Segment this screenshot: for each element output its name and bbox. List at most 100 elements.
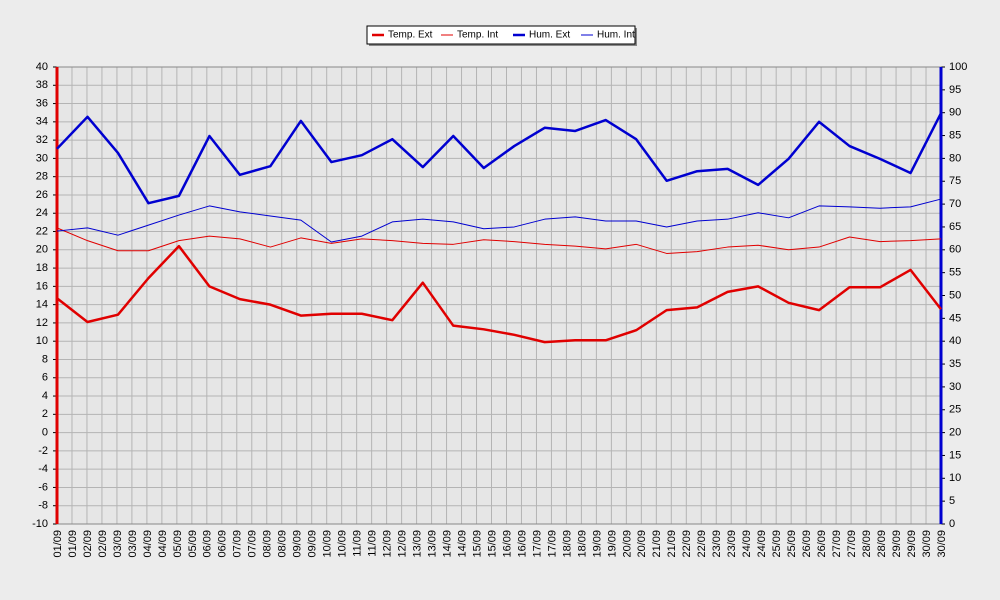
y-tick-label: 16 xyxy=(36,280,48,292)
x-tick-label: 20/09 xyxy=(621,530,633,558)
x-tick-label: 11/09 xyxy=(352,530,364,557)
x-tick-label: 05/09 xyxy=(172,530,184,558)
y2-tick-label: 45 xyxy=(949,312,961,324)
x-tick-label: 29/09 xyxy=(906,530,918,558)
x-tick-label: 15/09 xyxy=(486,530,498,558)
x-tick-label: 21/09 xyxy=(666,530,678,558)
x-tick-label: 19/09 xyxy=(606,530,618,558)
x-tick-label: 24/09 xyxy=(756,530,768,558)
x-tick-label: 14/09 xyxy=(456,530,468,558)
y2-tick-label: 65 xyxy=(949,221,961,233)
x-tick-label: 26/09 xyxy=(801,530,813,558)
legend-label: Hum. Int xyxy=(597,30,635,41)
x-tick-label: 07/09 xyxy=(247,530,259,558)
x-tick-label: 09/09 xyxy=(307,530,319,558)
y2-tick-label: 15 xyxy=(949,449,961,461)
x-tick-label: 17/09 xyxy=(546,530,558,558)
y-tick-label: 14 xyxy=(36,299,48,311)
y2-tick-label: 20 xyxy=(949,427,961,439)
x-tick-label: 27/09 xyxy=(831,530,843,558)
x-tick-label: 23/09 xyxy=(726,530,738,558)
line-series xyxy=(56,244,942,344)
y-tick-label: 34 xyxy=(36,116,48,128)
x-tick-label: 08/09 xyxy=(277,530,289,558)
y-tick-label: -10 xyxy=(32,518,48,530)
line-series xyxy=(56,227,942,254)
x-tick-label: 09/09 xyxy=(292,530,304,558)
y-tick-label: 36 xyxy=(36,97,48,109)
y2-tick-label: 10 xyxy=(949,472,961,484)
y2-tick-label: 60 xyxy=(949,244,961,256)
x-tick-label: 01/09 xyxy=(52,530,64,558)
legend-label: Temp. Int xyxy=(457,30,498,41)
y2-tick-label: 35 xyxy=(949,358,961,370)
x-tick-label: 22/09 xyxy=(696,530,708,558)
x-tick-label: 03/09 xyxy=(112,530,124,558)
y-tick-label: -2 xyxy=(38,445,48,457)
x-tick-label: 01/09 xyxy=(67,530,79,558)
x-tick-label: 02/09 xyxy=(82,530,94,558)
y2-tick-label: 85 xyxy=(949,129,961,141)
x-tick-label: 22/09 xyxy=(681,530,693,558)
y-tick-label: 10 xyxy=(36,335,48,347)
y-tick-label: 32 xyxy=(36,134,48,146)
y2-tick-label: 95 xyxy=(949,84,961,96)
x-tick-label: 28/09 xyxy=(876,530,888,558)
y-tick-label: 22 xyxy=(36,225,48,237)
x-tick-label: 30/09 xyxy=(921,530,933,558)
x-tick-label: 14/09 xyxy=(441,530,453,558)
x-tick-label: 10/09 xyxy=(322,530,334,558)
x-tick-label: 08/09 xyxy=(262,530,274,558)
y2-tick-label: 0 xyxy=(949,518,955,530)
x-tick-label: 13/09 xyxy=(426,530,438,558)
y2-tick-label: 100 xyxy=(949,61,967,73)
y2-tick-label: 70 xyxy=(949,198,961,210)
x-tick-label: 04/09 xyxy=(142,530,154,558)
y2-tick-label: 75 xyxy=(949,175,961,187)
x-tick-label: 13/09 xyxy=(411,530,423,558)
legend-label: Temp. Ext xyxy=(388,30,433,41)
x-tick-label: 03/09 xyxy=(127,530,139,558)
y-tick-label: 38 xyxy=(36,79,48,91)
x-tick-label: 16/09 xyxy=(516,530,528,558)
x-tick-label: 18/09 xyxy=(576,530,588,558)
x-tick-label: 30/09 xyxy=(936,530,948,558)
y-tick-label: 8 xyxy=(42,353,48,365)
x-tick-label: 25/09 xyxy=(771,530,783,558)
y-tick-label: 30 xyxy=(36,152,48,164)
x-tick-label: 16/09 xyxy=(501,530,513,558)
x-tick-label: 12/09 xyxy=(382,530,394,558)
x-tick-label: 17/09 xyxy=(531,530,543,558)
y-tick-label: 40 xyxy=(36,61,48,73)
x-tick-label: 26/09 xyxy=(816,530,828,558)
y-tick-label: 24 xyxy=(36,207,48,219)
x-tick-label: 07/09 xyxy=(232,530,244,558)
y-tick-label: 2 xyxy=(42,408,48,420)
y2-tick-label: 30 xyxy=(949,381,961,393)
x-tick-label: 29/09 xyxy=(891,530,903,558)
y-tick-label: 26 xyxy=(36,189,48,201)
y-tick-label: -6 xyxy=(38,481,48,493)
x-tick-label: 06/09 xyxy=(217,530,229,558)
x-tick-label: 27/09 xyxy=(846,530,858,558)
y-tick-label: 18 xyxy=(36,262,48,274)
x-tick-label: 15/09 xyxy=(471,530,483,558)
x-tick-label: 06/09 xyxy=(202,530,214,558)
x-tick-label: 18/09 xyxy=(561,530,573,558)
y-tick-label: 20 xyxy=(36,244,48,256)
y-tick-label: 4 xyxy=(42,390,48,402)
legend: Temp. Ext Temp. Int Hum. Ext Hum. Int xyxy=(366,25,637,46)
y-tick-label: -8 xyxy=(38,500,48,512)
y-tick-label: -4 xyxy=(38,463,48,475)
x-tick-label: 24/09 xyxy=(741,530,753,558)
y2-tick-label: 55 xyxy=(949,267,961,279)
legend-label: Hum. Ext xyxy=(529,30,570,41)
x-tick-label: 04/09 xyxy=(157,530,169,558)
y-tick-label: 28 xyxy=(36,171,48,183)
x-tick-label: 10/09 xyxy=(337,530,349,558)
x-tick-label: 02/09 xyxy=(97,530,109,558)
y-tick-label: 0 xyxy=(42,427,48,439)
y2-tick-label: 90 xyxy=(949,107,961,119)
y-tick-label: 6 xyxy=(42,372,48,384)
